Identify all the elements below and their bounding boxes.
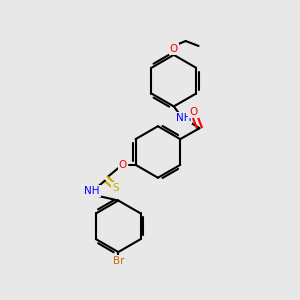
Text: NH: NH xyxy=(84,186,100,196)
Text: Br: Br xyxy=(112,256,124,266)
Text: O: O xyxy=(170,44,178,54)
Text: O: O xyxy=(118,160,127,170)
Text: NH: NH xyxy=(176,113,191,123)
Text: S: S xyxy=(112,183,119,193)
Text: O: O xyxy=(190,107,198,117)
